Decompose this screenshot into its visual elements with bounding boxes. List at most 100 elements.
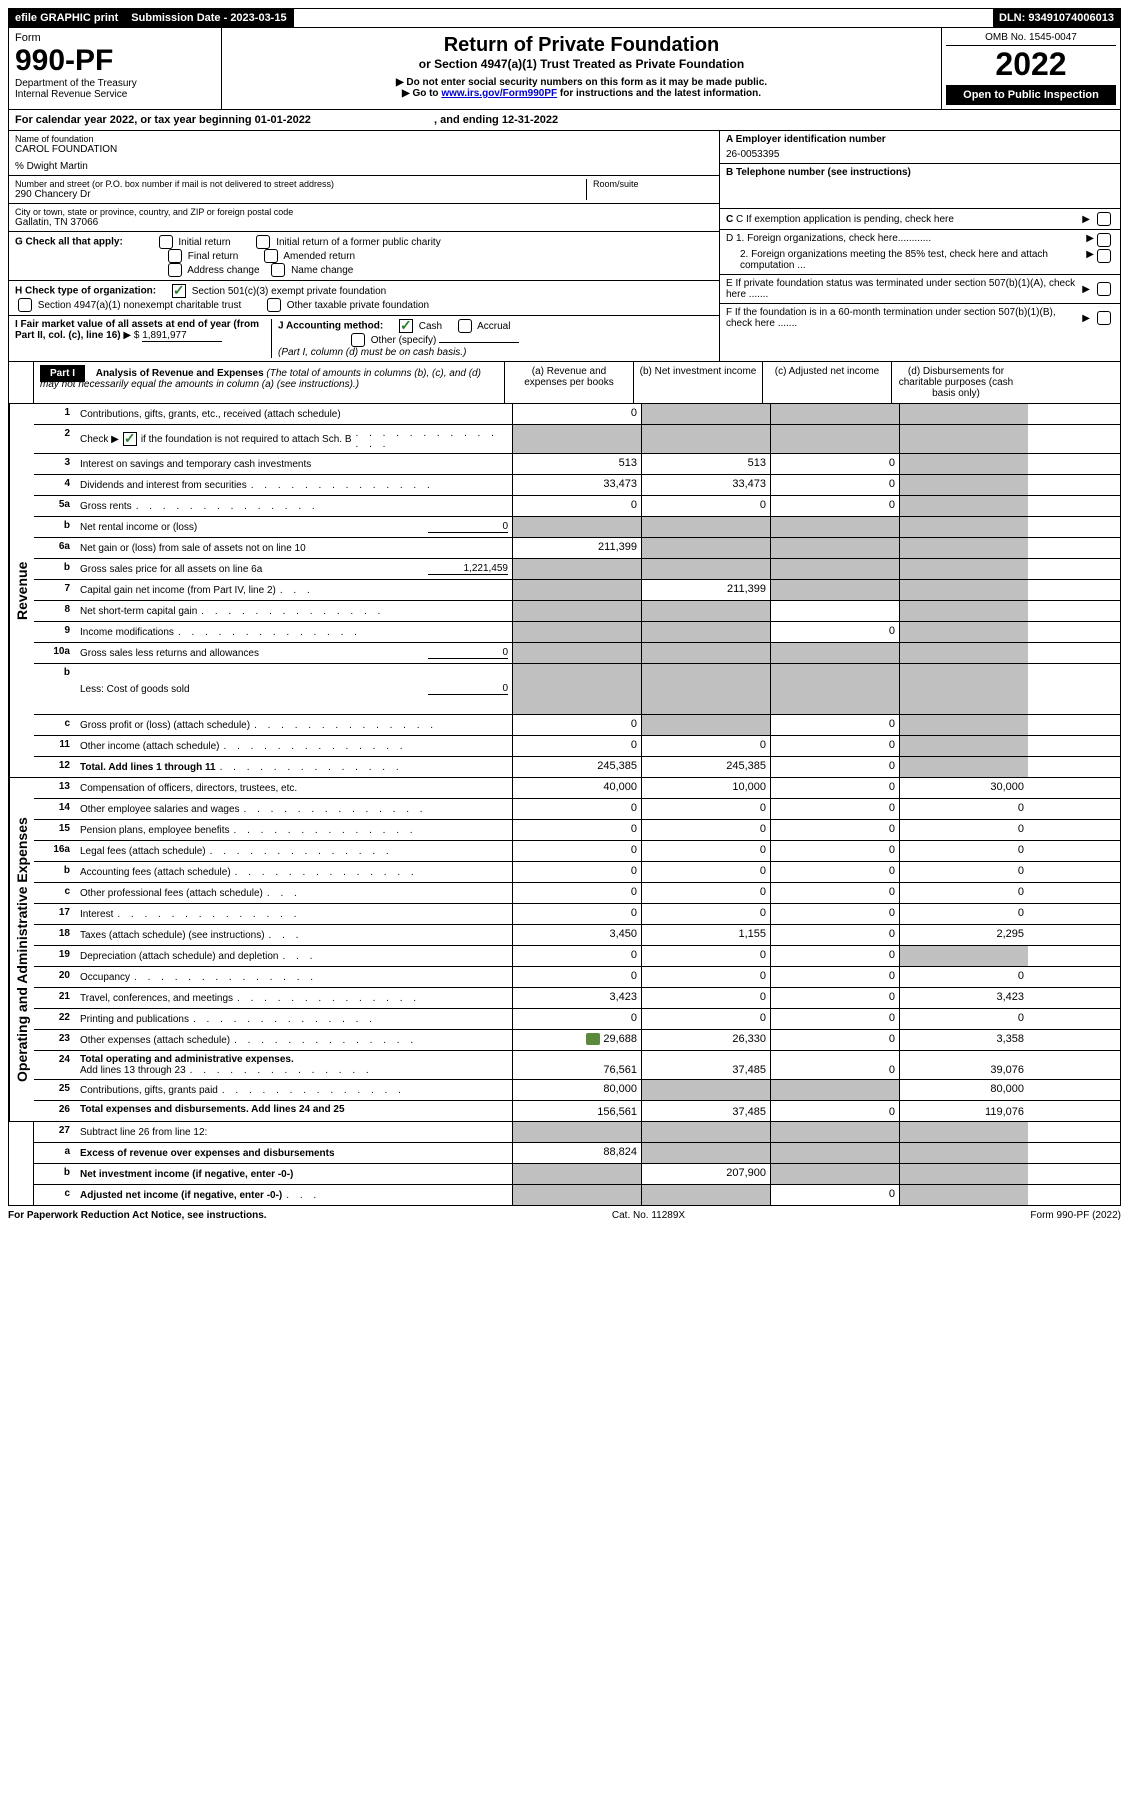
line27-body: 27Subtract line 26 from line 12: aExcess… (34, 1122, 1120, 1205)
e-cell: E If private foundation status was termi… (720, 275, 1120, 304)
schedule-icon[interactable] (586, 1033, 600, 1045)
d-cell: D 1. Foreign organizations, check here..… (720, 230, 1120, 275)
top-bar-spacer (294, 9, 993, 27)
row-5b: bNet rental income or (loss) 0 (34, 517, 1120, 538)
checkbox-name-change[interactable] (271, 263, 285, 277)
form-number: 990-PF (15, 44, 215, 78)
phone-cell: B Telephone number (see instructions) (720, 164, 1120, 209)
row-22: 22Printing and publications. . . . . . .… (34, 1009, 1120, 1030)
col-d-header: (d) Disbursements for charitable purpose… (892, 362, 1020, 403)
row-14: 14Other employee salaries and wages. . .… (34, 799, 1120, 820)
cat-number: Cat. No. 11289X (612, 1210, 685, 1221)
row-10a: 10aGross sales less returns and allowanc… (34, 643, 1120, 664)
revenue-body: 1Contributions, gifts, grants, etc., rec… (34, 404, 1120, 777)
page-footer: For Paperwork Reduction Act Notice, see … (8, 1206, 1121, 1225)
row-11: 11Other income (attach schedule). . . . … (34, 736, 1120, 757)
checkbox-initial-former[interactable] (256, 235, 270, 249)
row-27c: cAdjusted net income (if negative, enter… (34, 1185, 1120, 1205)
checkbox-e[interactable] (1097, 282, 1111, 296)
f-cell: F If the foundation is in a 60-month ter… (720, 304, 1120, 332)
h-check-cell: H Check type of organization: Section 50… (9, 281, 719, 316)
irs-link[interactable]: www.irs.gov/Form990PF (441, 88, 557, 99)
row-23: 23Other expenses (attach schedule). . . … (34, 1030, 1120, 1051)
line27-table: 27Subtract line 26 from line 12: aExcess… (8, 1122, 1121, 1206)
row-3: 3Interest on savings and temporary cash … (34, 454, 1120, 475)
info-row-1: Name of foundation CAROL FOUNDATION % Dw… (9, 131, 1120, 361)
checkbox-final-return[interactable] (168, 249, 182, 263)
row-10c: cGross profit or (loss) (attach schedule… (34, 715, 1120, 736)
info-block: For calendar year 2022, or tax year begi… (8, 110, 1121, 362)
instr-goto: ▶ Go to www.irs.gov/Form990PF for instru… (228, 88, 935, 99)
calendar-year-row: For calendar year 2022, or tax year begi… (9, 110, 1120, 131)
form-ref: Form 990-PF (2022) (1030, 1210, 1121, 1221)
checkbox-schb[interactable] (123, 432, 137, 446)
top-bar: efile GRAPHIC print Submission Date - 20… (8, 8, 1121, 28)
checkbox-accrual[interactable] (458, 319, 472, 333)
header-right: OMB No. 1545-0047 2022 Open to Public In… (941, 28, 1120, 109)
row-20: 20Occupancy. . . . . . . . . . . . . .00… (34, 967, 1120, 988)
checkbox-4947[interactable] (18, 298, 32, 312)
c-cell: C C If exemption application is pending,… (720, 209, 1120, 230)
checkbox-f[interactable] (1097, 311, 1111, 325)
row-16c: cOther professional fees (attach schedul… (34, 883, 1120, 904)
row-1: 1Contributions, gifts, grants, etc., rec… (34, 404, 1120, 425)
col-b-header: (b) Net investment income (634, 362, 763, 403)
row-6b: bGross sales price for all assets on lin… (34, 559, 1120, 580)
ij-cell: I Fair market value of all assets at end… (9, 316, 719, 361)
row-21: 21Travel, conferences, and meetings. . .… (34, 988, 1120, 1009)
row-27a: aExcess of revenue over expenses and dis… (34, 1143, 1120, 1164)
row-27b: bNet investment income (if negative, ent… (34, 1164, 1120, 1185)
info-left: Name of foundation CAROL FOUNDATION % Dw… (9, 131, 720, 361)
row-8: 8Net short-term capital gain. . . . . . … (34, 601, 1120, 622)
row-13: 13Compensation of officers, directors, t… (34, 778, 1120, 799)
row-24: 24Total operating and administrative exp… (34, 1051, 1120, 1080)
form-title: Return of Private Foundation (228, 34, 935, 57)
checkbox-d1[interactable] (1097, 233, 1111, 247)
col-c-header: (c) Adjusted net income (763, 362, 892, 403)
row-15: 15Pension plans, employee benefits. . . … (34, 820, 1120, 841)
expenses-side-label: Operating and Administrative Expenses (9, 778, 34, 1121)
row-12: 12Total. Add lines 1 through 11. . . . .… (34, 757, 1120, 777)
row-10b: bLess: Cost of goods sold. . . . 0 (34, 664, 1120, 715)
row-17: 17Interest. . . . . . . . . . . . . .000… (34, 904, 1120, 925)
row-7: 7Capital gain net income (from Part IV, … (34, 580, 1120, 601)
omb-number: OMB No. 1545-0047 (946, 32, 1116, 46)
info-right: A Employer identification number 26-0053… (720, 131, 1120, 361)
form-word: Form (15, 32, 215, 44)
row-16b: bAccounting fees (attach schedule). . . … (34, 862, 1120, 883)
checkbox-cash[interactable] (399, 319, 413, 333)
checkbox-other-method[interactable] (351, 333, 365, 347)
submission-date: Submission Date - 2023-03-15 (125, 9, 293, 27)
row-5a: 5aGross rents. . . . . . . . . . . . . .… (34, 496, 1120, 517)
checkbox-c[interactable] (1097, 212, 1111, 226)
foundation-name-cell: Name of foundation CAROL FOUNDATION % Dw… (9, 131, 719, 176)
checkbox-amended-return[interactable] (264, 249, 278, 263)
row-19: 19Depreciation (attach schedule) and dep… (34, 946, 1120, 967)
expenses-body: 13Compensation of officers, directors, t… (34, 778, 1120, 1121)
row-27: 27Subtract line 26 from line 12: (34, 1122, 1120, 1143)
row-9: 9Income modifications. . . . . . . . . .… (34, 622, 1120, 643)
col-a-header: (a) Revenue and expenses per books (505, 362, 634, 403)
row-2: 2Check ▶ if the foundation is not requir… (34, 425, 1120, 454)
g-check-cell: G Check all that apply: Initial return I… (9, 232, 719, 281)
form-subtitle: or Section 4947(a)(1) Trust Treated as P… (228, 57, 935, 71)
expenses-table: Operating and Administrative Expenses 13… (8, 778, 1121, 1122)
header-left: Form 990-PF Department of the Treasury I… (9, 28, 222, 109)
analysis-desc: Part I Analysis of Revenue and Expenses … (34, 362, 505, 403)
street-cell: Number and street (or P.O. box number if… (9, 176, 719, 204)
city-cell: City or town, state or province, country… (9, 204, 719, 232)
checkbox-other-taxable[interactable] (267, 298, 281, 312)
paperwork-notice: For Paperwork Reduction Act Notice, see … (8, 1210, 267, 1221)
part1-header-row: Part I Analysis of Revenue and Expenses … (8, 362, 1121, 404)
checkbox-address-change[interactable] (168, 263, 182, 277)
tax-year: 2022 (946, 46, 1116, 83)
row-6a: 6aNet gain or (loss) from sale of assets… (34, 538, 1120, 559)
efile-label[interactable]: efile GRAPHIC print (9, 9, 125, 27)
checkbox-501c3[interactable] (172, 284, 186, 298)
row-18: 18Taxes (attach schedule) (see instructi… (34, 925, 1120, 946)
checkbox-d2[interactable] (1097, 249, 1111, 263)
checkbox-initial-return[interactable] (159, 235, 173, 249)
row-25: 25Contributions, gifts, grants paid. . .… (34, 1080, 1120, 1101)
dept-label: Department of the Treasury (15, 78, 215, 89)
form-header: Form 990-PF Department of the Treasury I… (8, 28, 1121, 110)
